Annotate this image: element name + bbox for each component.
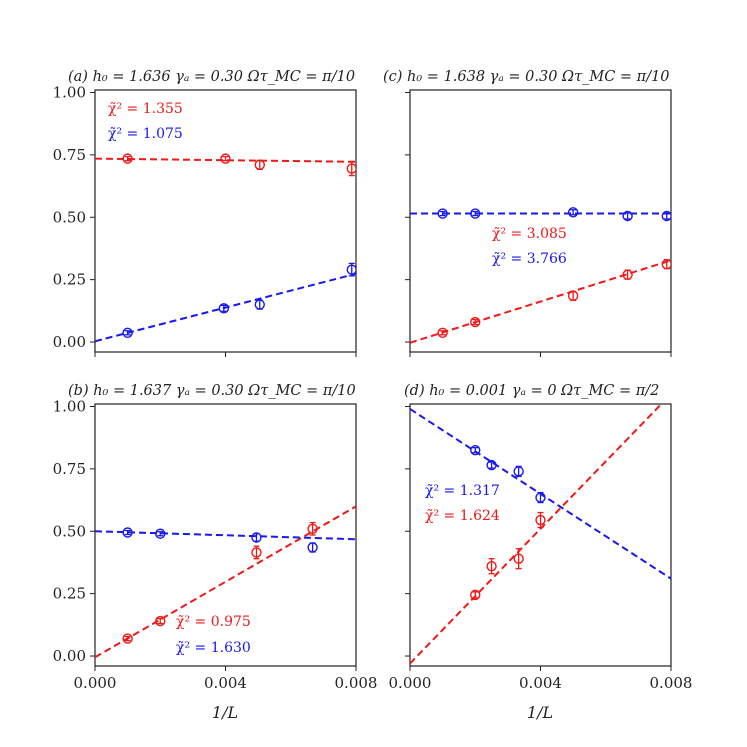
panel-d-title: (d) h₀ = 0.001 γₐ = 0 Ωτ_MC = π/2 xyxy=(404,383,659,399)
fit-line-red xyxy=(410,259,671,344)
data-point-blue xyxy=(513,466,524,477)
data-point-blue xyxy=(437,208,448,219)
panel-a-chi-blue: χ̃² = 1.075 xyxy=(108,126,183,142)
fit-line-blue xyxy=(95,272,356,343)
data-point-red xyxy=(486,560,497,572)
data-point-red xyxy=(254,159,265,171)
panel-d-plot xyxy=(410,404,671,665)
data-point-red xyxy=(155,615,166,627)
data-point-blue xyxy=(122,527,133,538)
data-point-red xyxy=(122,633,133,644)
y-tick-label: 0.75 xyxy=(53,146,86,164)
y-tick-label: 1.00 xyxy=(53,397,86,415)
data-point-red xyxy=(220,153,231,164)
panel-a-x-ticks xyxy=(94,352,357,357)
panel-b-chi-blue: χ̃² = 1.630 xyxy=(176,640,251,656)
panel-b-x-label: 1/L xyxy=(212,703,238,722)
data-point-blue xyxy=(535,492,546,503)
panel-c-plot xyxy=(410,207,671,344)
y-tick-label: 0.00 xyxy=(53,333,86,351)
panel-d-x-label: 1/L xyxy=(527,703,553,722)
panel-b-plot xyxy=(95,505,356,659)
panel-d-chi-red: χ̃² = 1.624 xyxy=(425,508,500,524)
data-point-red xyxy=(535,514,546,526)
panel-d-x-ticks: 0.000 0.004 0.008 xyxy=(389,666,693,692)
panel-d-axes-frame xyxy=(409,403,672,667)
data-point-blue xyxy=(661,210,671,222)
panel-b-chi-red: χ̃² = 0.975 xyxy=(176,614,251,630)
x-tick-label: 0.004 xyxy=(519,674,562,692)
panel-c-axes-frame xyxy=(409,89,672,353)
x-tick-label: 0.000 xyxy=(389,674,432,692)
x-tick-label: 0.008 xyxy=(335,674,378,692)
panel-c-y-ticks xyxy=(405,91,410,343)
panel-a-plot xyxy=(95,153,356,343)
data-point-red xyxy=(437,327,448,338)
panel-b-x-ticks: 0.000 0.004 0.008 xyxy=(74,666,378,692)
data-point-blue xyxy=(155,528,166,539)
data-point-blue xyxy=(346,264,356,275)
data-point-blue xyxy=(622,210,633,222)
y-tick-label: 0.75 xyxy=(53,460,86,478)
panel-a-title: (a) h₀ = 1.636 γₐ = 0.30 Ωτ_MC = π/10 xyxy=(68,69,355,85)
data-point-red xyxy=(307,523,318,534)
data-point-red xyxy=(567,290,579,302)
data-point-red xyxy=(513,553,524,564)
panel-a-y-ticks: 0.00 0.25 0.50 0.75 1.00 xyxy=(53,83,95,351)
panel-c-chi-red: χ̃² = 3.085 xyxy=(492,226,567,242)
data-point-red xyxy=(661,258,671,270)
fit-line-blue xyxy=(95,530,356,541)
x-tick-label: 0.004 xyxy=(204,674,247,692)
data-point-blue xyxy=(254,299,265,310)
panel-d-chi-blue: χ̃² = 1.317 xyxy=(425,483,500,499)
panel-c-title: (c) h₀ = 1.638 γₐ = 0.30 Ωτ_MC = π/10 xyxy=(383,69,670,85)
panel-a-chi-red: χ̃² = 1.355 xyxy=(108,101,183,117)
x-tick-label: 0.008 xyxy=(650,674,693,692)
y-tick-label: 0.25 xyxy=(53,585,86,603)
y-tick-label: 0.50 xyxy=(53,522,86,540)
y-tick-label: 1.00 xyxy=(53,83,86,101)
y-tick-label: 0.00 xyxy=(53,647,86,665)
fit-line-red xyxy=(95,505,356,659)
panel-c-chi-blue: χ̃² = 3.766 xyxy=(492,251,567,267)
data-point-blue xyxy=(470,208,481,219)
y-tick-label: 0.25 xyxy=(53,271,86,289)
panel-a: (a) h₀ = 1.636 γₐ = 0.30 Ωτ_MC = π/10 0.… xyxy=(53,69,357,357)
data-point-blue xyxy=(567,207,579,218)
data-point-blue xyxy=(486,459,497,471)
data-point-red xyxy=(470,316,481,328)
panel-b: (b) h₀ = 1.637 γₐ = 0.30 Ωτ_MC = π/10 0.… xyxy=(53,383,378,722)
data-point-blue xyxy=(122,327,133,338)
panel-b-title: (b) h₀ = 1.637 γₐ = 0.30 Ωτ_MC = π/10 xyxy=(68,383,356,399)
fit-line-red xyxy=(410,404,663,665)
y-tick-label: 0.50 xyxy=(53,208,86,226)
data-point-blue xyxy=(470,444,481,456)
x-tick-label: 0.000 xyxy=(74,674,117,692)
data-point-blue xyxy=(218,303,230,314)
panel-c-x-ticks xyxy=(409,352,672,357)
panel-d: (d) h₀ = 0.001 γₐ = 0 Ωτ_MC = π/2 0.000 0… xyxy=(389,383,693,722)
data-point-red xyxy=(346,163,356,174)
data-point-red xyxy=(122,153,133,164)
panel-b-y-ticks: 0.00 0.25 0.50 0.75 1.00 xyxy=(53,397,95,665)
panel-c: (c) h₀ = 1.638 γₐ = 0.30 Ωτ_MC = π/10 χ̃… xyxy=(383,69,672,357)
data-point-blue xyxy=(251,532,262,543)
data-point-blue xyxy=(307,542,318,553)
data-point-red xyxy=(622,269,633,280)
data-point-red xyxy=(470,589,481,601)
data-point-red xyxy=(251,547,262,558)
panel-d-y-ticks xyxy=(405,405,410,657)
